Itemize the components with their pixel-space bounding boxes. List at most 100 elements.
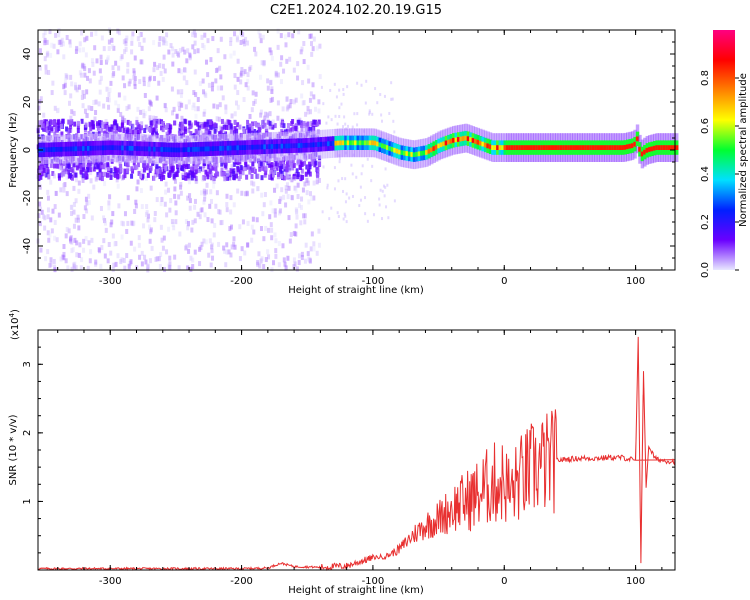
heatmap-cell [655, 145, 659, 150]
heatmap-cell [240, 246, 244, 252]
heatmap-cell [184, 172, 188, 178]
heatmap-cell [154, 115, 158, 121]
heatmap-cell [74, 146, 79, 152]
heatmap-cell [175, 147, 179, 153]
heatmap-cell [579, 145, 583, 150]
heatmap-cell [309, 91, 313, 97]
heatmap-cell [201, 89, 205, 95]
heatmap-cell [198, 168, 202, 174]
heatmap-cell [168, 265, 172, 271]
heatmap-cell [60, 131, 64, 137]
heatmap-cell [287, 215, 291, 221]
heatmap-cell [117, 65, 121, 71]
heatmap-cell [246, 85, 250, 91]
heatmap-cell [562, 145, 566, 150]
heatmap-cell [155, 256, 159, 262]
heatmap-cell [62, 54, 66, 60]
heatmap-cell [149, 227, 153, 233]
heatmap-cell [569, 145, 574, 150]
heatmap-cell [80, 257, 84, 263]
heatmap-cell [56, 49, 60, 55]
heatmap-cell [87, 68, 91, 74]
heatmap-cell [290, 143, 294, 149]
heatmap-cell [45, 147, 49, 153]
heatmap-cell [294, 187, 298, 193]
heatmap-cell [257, 161, 261, 167]
heatmap-cell [613, 145, 618, 150]
heatmap-cell [116, 28, 120, 34]
heatmap-cell [167, 147, 172, 153]
heatmap-cell [606, 145, 610, 150]
heatmap-cell [87, 131, 91, 137]
heatmap-cell [63, 182, 67, 188]
heatmap-cell [306, 180, 310, 186]
heatmap-cell [284, 42, 288, 48]
heatmap-cell [557, 145, 561, 150]
heatmap-cell [552, 145, 556, 150]
heatmap-cell [47, 69, 51, 75]
heatmap-cell [311, 46, 315, 52]
heatmap-cell [202, 146, 206, 152]
heatmap-cell [217, 241, 221, 247]
heatmap-cell [200, 190, 204, 196]
heatmap-cell [308, 97, 312, 103]
heatmap-ridge [38, 123, 679, 170]
heatmap-cell [262, 236, 266, 242]
heatmap-cell [225, 242, 229, 248]
heatmap-cell [61, 118, 65, 124]
heatmap-cell [164, 181, 168, 187]
heatmap-cell [162, 147, 167, 152]
heatmap-cell [229, 129, 233, 135]
heatmap-cell [47, 130, 51, 136]
heatmap-cell [96, 145, 101, 151]
heatmap-cell [374, 87, 377, 91]
heatmap-cell [371, 140, 375, 146]
heatmap-cell [85, 35, 89, 41]
heatmap-cell [283, 34, 287, 40]
heatmap-cell [151, 175, 155, 181]
heatmap-cell [89, 178, 93, 184]
heatmap-cell [186, 225, 190, 231]
heatmap-cell [295, 168, 299, 174]
heatmap-cell [137, 235, 141, 241]
heatmap-cell [640, 151, 645, 157]
heatmap-cell [328, 217, 331, 221]
heatmap-cell [267, 158, 271, 164]
heatmap-cell [59, 187, 63, 193]
heatmap-cell [301, 80, 305, 86]
heatmap-cell [194, 120, 198, 126]
heatmap-cell [196, 106, 200, 112]
heatmap-cell [191, 264, 195, 270]
heatmap-cell [224, 104, 228, 110]
heatmap-cell [178, 231, 182, 237]
heatmap-cell [180, 124, 184, 130]
heatmap-cell [139, 173, 143, 179]
heatmap-cell [130, 166, 134, 172]
heatmap-cell [255, 217, 259, 223]
heatmap-cell [84, 122, 88, 128]
heatmap-cell [98, 89, 102, 95]
heatmap-cell [171, 221, 175, 227]
heatmap-cell [262, 61, 266, 67]
heatmap-cell [46, 214, 50, 220]
heatmap-cell [268, 174, 272, 180]
heatmap-cell [311, 122, 315, 128]
heatmap-cell [234, 169, 238, 175]
heatmap-cell [82, 238, 86, 244]
heatmap-cell [273, 208, 277, 214]
heatmap-cell [288, 166, 292, 172]
heatmap-cell [125, 105, 129, 111]
heatmap-cell [378, 203, 381, 207]
heatmap-cell [119, 167, 123, 173]
heatmap-cell [131, 221, 135, 227]
heatmap-cell [258, 166, 262, 172]
heatmap-cell [392, 119, 395, 123]
heatmap-cell [144, 212, 148, 218]
heatmap-cell [376, 141, 380, 147]
heatmap-cell [209, 57, 213, 63]
heatmap-cell [217, 116, 221, 122]
heatmap-cell [203, 193, 207, 199]
heatmap-cell [194, 178, 198, 184]
heatmap-cell [244, 160, 248, 166]
heatmap-cell [177, 194, 181, 200]
